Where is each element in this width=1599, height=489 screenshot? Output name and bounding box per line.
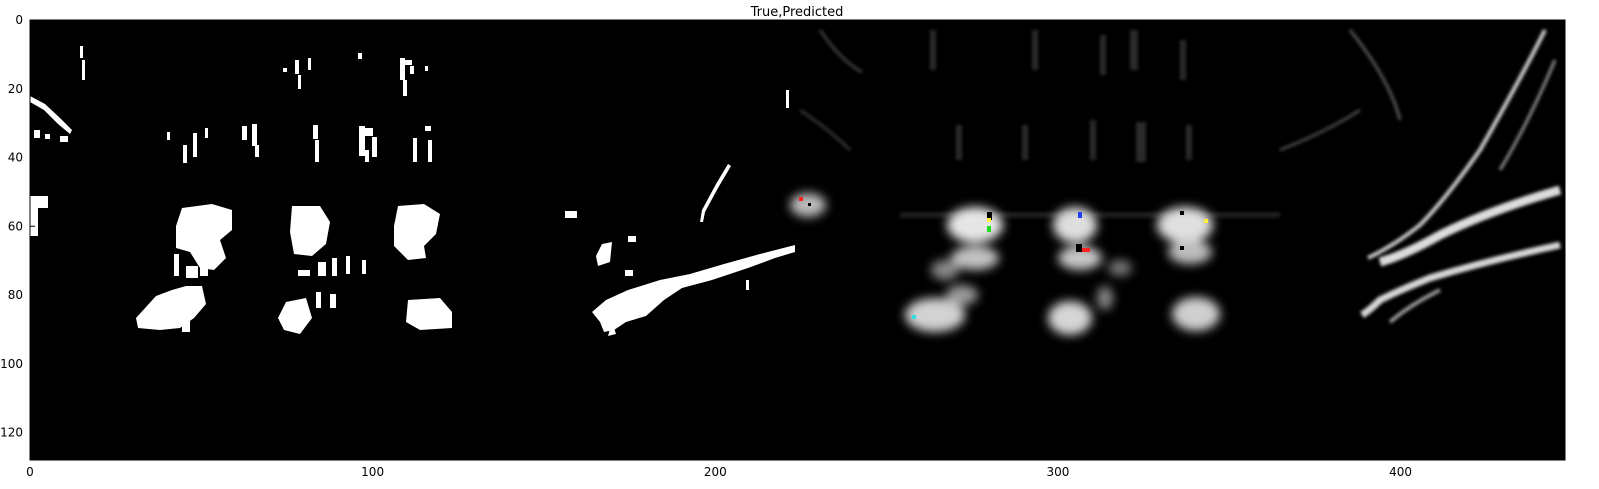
x-tick-label: 100 [361,465,384,479]
mask-hand-outline [565,90,795,336]
mask-left-edge [30,96,72,236]
y-tick-label: 60 [8,219,23,233]
heatmap-hand-ridge [1279,29,1562,324]
keypoint-yellow-marker [987,218,991,222]
plot-area [30,20,1565,460]
keypoint-dark-marker [1180,246,1184,250]
mask-blobs [136,204,452,334]
chart-title: True,Predicted [750,5,844,20]
keypoint-blue-marker [1078,212,1082,218]
keypoint-dark-marker [1180,211,1184,215]
y-tick-label: 40 [8,151,23,165]
image-background [30,20,1565,460]
keypoint-yellow-marker [1204,219,1208,223]
y-tick-label: 120 [0,426,23,440]
y-axis-ticks: 0 20 40 60 80 100 120 [0,13,1565,440]
y-tick-label: 80 [8,288,23,302]
true-mask-panel [30,46,795,336]
y-tick-label: 0 [15,13,23,27]
x-tick-label: 300 [1046,465,1069,479]
y-tick-label: 100 [0,357,23,371]
keypoint-dark-marker [808,203,811,206]
y-tick-label: 20 [8,82,23,96]
mask-row2-strokes [167,124,432,163]
keypoint-red-marker [799,197,803,201]
x-axis-ticks: 0 100 200 300 400 [26,20,1412,479]
plot-frame [29,19,1566,461]
keypoint-markers [799,197,1208,319]
mask-top-strokes [80,46,428,96]
keypoint-red-marker [1082,248,1090,252]
x-tick-label: 200 [704,465,727,479]
predicted-heatmap-panel [790,29,1562,335]
keypoint-green-marker [987,226,991,232]
x-tick-label: 400 [1389,465,1412,479]
x-tick-label: 0 [26,465,34,479]
keypoint-dark-marker [1076,244,1082,252]
keypoint-dark-marker [987,212,992,220]
keypoint-cyan-marker [912,315,916,319]
